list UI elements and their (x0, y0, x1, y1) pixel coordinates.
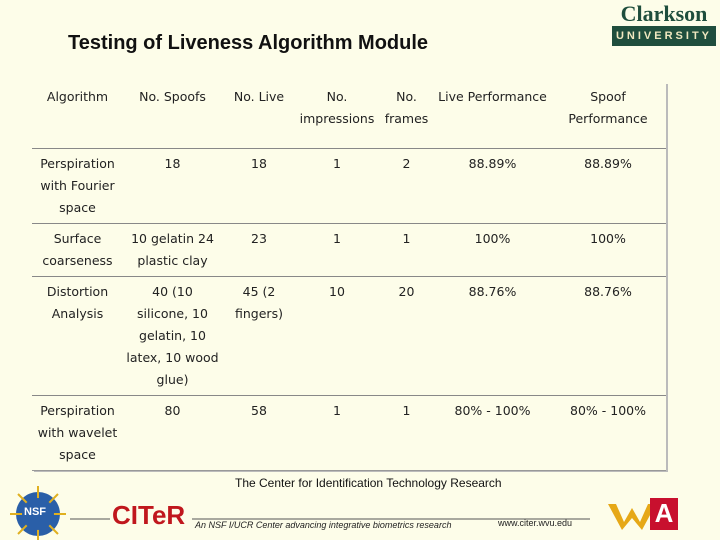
column-header: No. frames (378, 82, 435, 149)
table-row: Distortion Analysis 40 (10 silicone, 10 g… (32, 276, 666, 396)
logo-sub: UNIVERSITY (612, 26, 716, 46)
table-cell: 88.89% (435, 148, 550, 224)
table-cell: 1 (378, 223, 435, 277)
table-cell: 88.89% (550, 148, 666, 224)
header-row: Algorithm No. Spoofs No. Live No. impressio… (32, 82, 666, 149)
table-cell: 100% (435, 223, 550, 277)
table-cell: 45 (2 fingers) (222, 276, 296, 396)
footer-art (10, 486, 678, 540)
table-cell: Distortion Analysis (32, 276, 123, 396)
nsf-label: NSF (24, 506, 46, 518)
table-cell: 80% - 100% (550, 395, 666, 471)
column-header: Live Performance (435, 82, 550, 149)
table-cell: 18 (123, 148, 222, 224)
table-cell: 10 (296, 276, 378, 396)
arizona-logo: A (654, 498, 674, 528)
table-cell: 88.76% (435, 276, 550, 396)
table-cell: 1 (296, 148, 378, 224)
logo-name: Clarkson (620, 1, 708, 26)
url: www.citer.wvu.edu (498, 518, 573, 528)
table-cell: 20 (378, 276, 435, 396)
table-cell: 80% - 100% (435, 395, 550, 471)
center-name: The Center for Identification Technology… (235, 476, 502, 490)
column-header: No. impressions (296, 82, 378, 149)
table-row: Surface coarseness 10 gelatin 24 plastic … (32, 223, 666, 277)
slide-title: Testing of Liveness Algorithm Module (68, 32, 429, 54)
column-header: Spoof Performance (550, 82, 666, 149)
table-cell: Perspiration with Fourier space (32, 148, 123, 224)
table-cell: 10 gelatin 24 plastic clay (123, 223, 222, 277)
table-cell: Surface coarseness (32, 223, 123, 277)
footer: NSF CITeR The Center for Identification … (0, 472, 720, 540)
table-cell: 100% (550, 223, 666, 277)
column-header: No. Live (222, 82, 296, 149)
wvu-logo (608, 504, 656, 530)
table-cell: 2 (378, 148, 435, 224)
nsf-core (22, 498, 54, 530)
table-cell: 1 (296, 395, 378, 471)
table-cell: 23 (222, 223, 296, 277)
table-cell: 1 (296, 223, 378, 277)
tagline: An NSF I/UCR Center advancing integrativ… (195, 520, 452, 530)
table-cell: 58 (222, 395, 296, 471)
clarkson-logo: Clarkson UNIVERSITY (612, 2, 716, 50)
column-header: No. Spoofs (123, 82, 222, 149)
table-cell: 80 (123, 395, 222, 471)
table-cell: 88.76% (550, 276, 666, 396)
results-table: Algorithm No. Spoofs No. Live No. impressio… (32, 82, 666, 471)
table-cell: 1 (378, 395, 435, 471)
brand: CITeR (112, 500, 186, 530)
table-cell: 40 (10 silicone, 10 gelatin, 10 latex, 1… (123, 276, 222, 396)
table-cell: 18 (222, 148, 296, 224)
table-row: Perspiration with wavelet space 80 58 1 1 80%… (32, 395, 666, 471)
table-row: Perspiration with Fourier space 18 18 1 2 88.… (32, 148, 666, 224)
column-header: Algorithm (32, 82, 123, 149)
table-cell: Perspiration with wavelet space (32, 395, 123, 471)
arizona-bg (650, 498, 678, 530)
